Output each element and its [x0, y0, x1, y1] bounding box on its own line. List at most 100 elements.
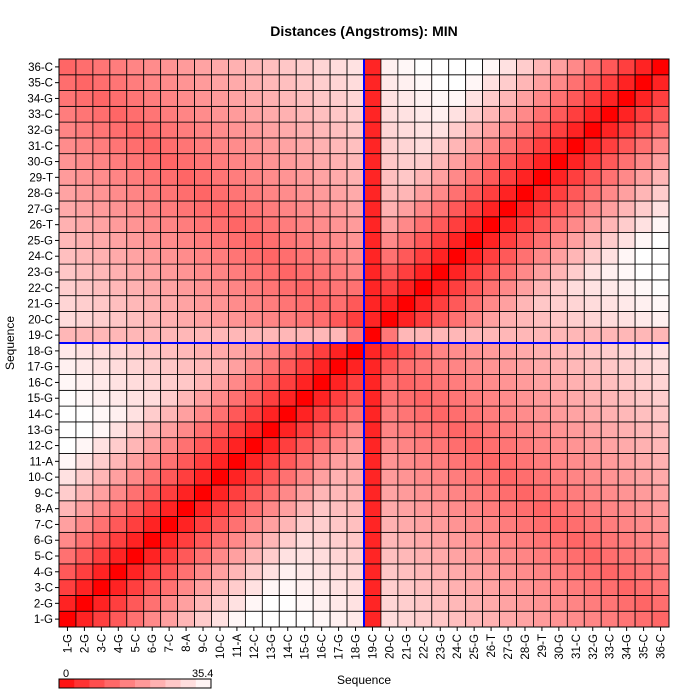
- heatmap-cell: [346, 184, 365, 202]
- heatmap-cell: [177, 389, 195, 407]
- heatmap-cell: [194, 595, 212, 612]
- heatmap-cell: [143, 563, 162, 581]
- heatmap-cell: [465, 153, 484, 170]
- heatmap-cell: [211, 216, 229, 233]
- heatmap-cell: [58, 184, 77, 202]
- heatmap-cell: [651, 247, 670, 265]
- heatmap-cell: [75, 374, 94, 391]
- y-tick-label: 34-G: [27, 93, 53, 105]
- heatmap-cell: [363, 595, 382, 612]
- heatmap-cell: [634, 137, 653, 155]
- heatmap-cell: [431, 342, 450, 360]
- heatmap-cell: [549, 74, 568, 91]
- heatmap-cell: [160, 453, 179, 470]
- heatmap-cell: [177, 579, 195, 596]
- heatmap-cell: [211, 610, 229, 628]
- heatmap-cell: [617, 153, 636, 170]
- heatmap-cell: [414, 74, 433, 91]
- heatmap-cell: [448, 121, 467, 139]
- heatmap-cell: [431, 421, 450, 439]
- heatmap-cell: [482, 311, 500, 328]
- heatmap-cell: [228, 184, 246, 202]
- heatmap-cell: [228, 484, 246, 502]
- heatmap-cell: [516, 279, 534, 297]
- heatmap-cell: [617, 468, 636, 486]
- plot-frame: [58, 58, 670, 628]
- heatmap-cell: [75, 105, 94, 123]
- heatmap-cell: [177, 595, 195, 612]
- heatmap-cell: [482, 421, 500, 439]
- heatmap-cell: [92, 468, 111, 486]
- heatmap-cell: [177, 216, 195, 233]
- heatmap-cell: [346, 295, 365, 312]
- heatmap-cell: [346, 405, 365, 423]
- heatmap-cell: [295, 342, 314, 360]
- heatmap-cell: [160, 58, 179, 76]
- heatmap-cell: [363, 247, 382, 265]
- heatmap-cell: [211, 200, 229, 218]
- heatmap-cell: [617, 484, 636, 502]
- heatmap-cell: [617, 263, 636, 281]
- heatmap-cell: [160, 484, 179, 502]
- heatmap-cell: [549, 374, 568, 391]
- heatmap-cell: [75, 405, 94, 423]
- y-tick-label: 6-G: [34, 535, 53, 547]
- heatmap-cell: [583, 358, 602, 375]
- heatmap-cell: [346, 137, 365, 155]
- heatmap-cell: [75, 74, 94, 91]
- heatmap-cell: [583, 421, 602, 439]
- heatmap-cell: [583, 437, 602, 454]
- heatmap-cell: [397, 232, 416, 249]
- heatmap-cell: [363, 169, 382, 186]
- heatmap-cell: [75, 184, 94, 202]
- heatmap-cell: [482, 153, 500, 170]
- heatmap-cell: [583, 295, 602, 312]
- y-tick-label: 29-T: [29, 172, 53, 184]
- heatmap-cell: [261, 405, 280, 423]
- heatmap-cell: [312, 216, 331, 233]
- heatmap-cell: [617, 184, 636, 202]
- heatmap-cell: [109, 184, 128, 202]
- heatmap-cell: [499, 342, 517, 360]
- heatmap-cell: [516, 468, 534, 486]
- heatmap-cell: [75, 90, 94, 107]
- heatmap-cell: [516, 358, 534, 375]
- heatmap-cell: [211, 232, 229, 249]
- heatmap-cell: [600, 121, 619, 139]
- heatmap-cell: [92, 358, 111, 375]
- heatmap-cell: [160, 121, 179, 139]
- heatmap-cell: [482, 610, 500, 628]
- heatmap-cell: [431, 405, 450, 423]
- heatmap-cell: [380, 153, 399, 170]
- heatmap-cell: [177, 90, 195, 107]
- heatmap-cell: [92, 389, 111, 407]
- heatmap-cell: [312, 311, 331, 328]
- heatmap-cell: [346, 153, 365, 170]
- heatmap-cell: [397, 295, 416, 312]
- heatmap-cell: [583, 500, 602, 517]
- heatmap-cell: [380, 437, 399, 454]
- heatmap-cell: [516, 389, 534, 407]
- heatmap-cell: [634, 484, 653, 502]
- heatmap-cell: [499, 263, 517, 281]
- heatmap-cell: [92, 500, 111, 517]
- colorbar-step: [135, 679, 151, 688]
- heatmap-cell: [499, 200, 517, 218]
- heatmap-cell: [566, 216, 585, 233]
- x-tick-label: 12-C: [249, 634, 261, 659]
- heatmap-cell: [363, 468, 382, 486]
- heatmap-cell: [346, 58, 365, 76]
- heatmap-cell: [431, 547, 450, 565]
- heatmap-cell: [651, 563, 670, 581]
- heatmap-cell: [397, 595, 416, 612]
- heatmap-cell: [312, 374, 331, 391]
- heatmap-cell: [295, 500, 314, 517]
- heatmap-cell: [278, 74, 297, 91]
- heatmap-cell: [109, 232, 128, 249]
- heatmap-cell: [329, 216, 348, 233]
- heatmap-cell: [211, 184, 229, 202]
- heatmap-cell: [516, 579, 534, 596]
- heatmap-cell: [448, 610, 467, 628]
- heatmap-cell: [312, 453, 331, 470]
